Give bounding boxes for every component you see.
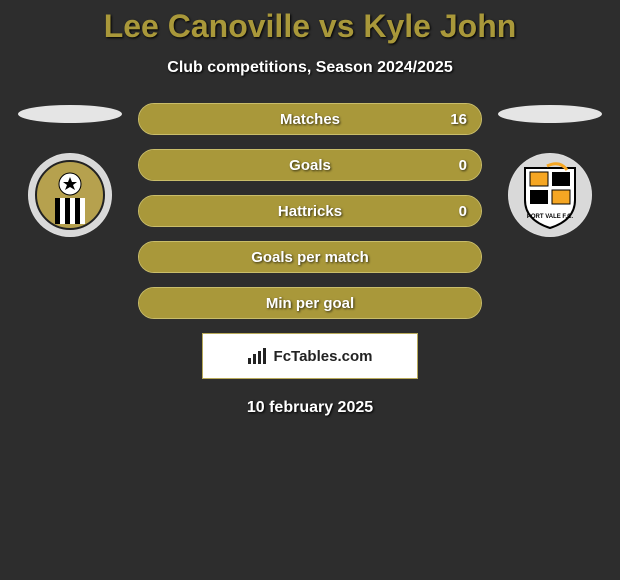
brand-text: FcTables.com	[274, 348, 373, 365]
stat-bar-hattricks: Hattricks 0	[138, 195, 482, 227]
stat-label: Hattricks	[278, 203, 342, 220]
stat-right-value: 16	[450, 111, 467, 128]
stat-right-value: 0	[459, 157, 467, 174]
stat-right-value: 0	[459, 203, 467, 220]
stat-bar-matches: Matches 16	[138, 103, 482, 135]
right-club-crest: PORT VALE F.C.	[508, 153, 592, 237]
right-side: PORT VALE F.C.	[490, 103, 610, 237]
stat-label: Goals per match	[251, 249, 369, 266]
brand-badge: FcTables.com	[202, 333, 418, 379]
right-player-oval	[498, 105, 602, 123]
stat-bar-min-per-goal: Min per goal	[138, 287, 482, 319]
stat-bar-goals-per-match: Goals per match	[138, 241, 482, 273]
left-club-crest	[28, 153, 112, 237]
stat-bars: Matches 16 Goals 0 Hattricks 0 Goals per match…	[138, 103, 482, 319]
svg-text:PORT VALE F.C.: PORT VALE F.C.	[527, 214, 574, 220]
stat-label: Goals	[289, 157, 331, 174]
chart-icon	[248, 348, 268, 364]
stat-bar-goals: Goals 0	[138, 149, 482, 181]
left-player-oval	[18, 105, 122, 123]
stat-label: Matches	[280, 111, 340, 128]
date-text: 10 february 2025	[0, 399, 620, 417]
page-title: Lee Canoville vs Kyle John	[0, 8, 620, 45]
port-vale-crest-icon: PORT VALE F.C.	[515, 160, 585, 230]
stat-label: Min per goal	[266, 295, 354, 312]
notts-county-crest-icon	[35, 160, 105, 230]
subtitle: Club competitions, Season 2024/2025	[0, 59, 620, 77]
comparison-layout: Matches 16 Goals 0 Hattricks 0 Goals per match…	[0, 103, 620, 319]
left-side	[10, 103, 130, 237]
